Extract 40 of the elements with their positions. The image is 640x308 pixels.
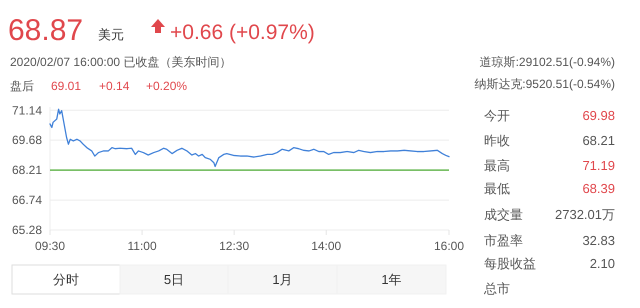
text: 68.21 <box>582 133 615 148</box>
y-tick-label: 71.14 <box>12 103 42 118</box>
text: 1年 <box>381 272 402 287</box>
text: 今开 <box>484 108 510 123</box>
text: 盘后 <box>10 79 34 93</box>
text: 2020/02/07 16:00:00 已收盘（美东时间） <box>10 55 232 69</box>
text: 68.39 <box>582 181 615 196</box>
text: 昨收 <box>484 133 510 148</box>
text: 纳斯达克:9520.51(-0.54%) <box>474 77 615 91</box>
text: 最低 <box>484 181 510 196</box>
text: 成交量 <box>484 207 523 222</box>
text: 5日 <box>164 272 184 287</box>
y-tick-label: 66.74 <box>12 193 42 208</box>
text: 71.19 <box>582 158 615 173</box>
text: 每股收益 <box>484 256 536 271</box>
text: 市盈率 <box>484 233 523 248</box>
text: 总市 <box>483 281 510 296</box>
x-tick-label: 09:30 <box>34 239 66 253</box>
x-tick-label: 11:00 <box>128 239 157 253</box>
y-tick-label: 69.68 <box>12 133 42 148</box>
text: 分时 <box>53 272 79 287</box>
chart-title: 68.87 <box>8 14 84 47</box>
text: +0.14 <box>99 79 130 93</box>
text: 32.83 <box>582 233 615 248</box>
text: 道琼斯:29102.51(-0.94%) <box>480 55 615 69</box>
text: 最高 <box>484 158 510 173</box>
text: 69.01 <box>51 79 82 93</box>
text: 69.98 <box>582 108 615 123</box>
text: 2.10 <box>590 256 615 271</box>
y-tick-label: 68.21 <box>12 163 42 178</box>
x-tick-label: 14:00 <box>311 239 342 253</box>
text: 2732.01万 <box>555 207 615 222</box>
y-tick-label: 65.28 <box>12 223 42 237</box>
line-series <box>49 108 450 168</box>
x-tick-label: 16:00 <box>434 239 464 253</box>
text: +0.66 (+0.97%) <box>170 21 315 44</box>
text: 1月 <box>272 272 293 287</box>
x-tick-label: 12:30 <box>219 239 250 253</box>
text: 美元 <box>98 27 124 42</box>
text: +0.20% <box>146 79 188 93</box>
